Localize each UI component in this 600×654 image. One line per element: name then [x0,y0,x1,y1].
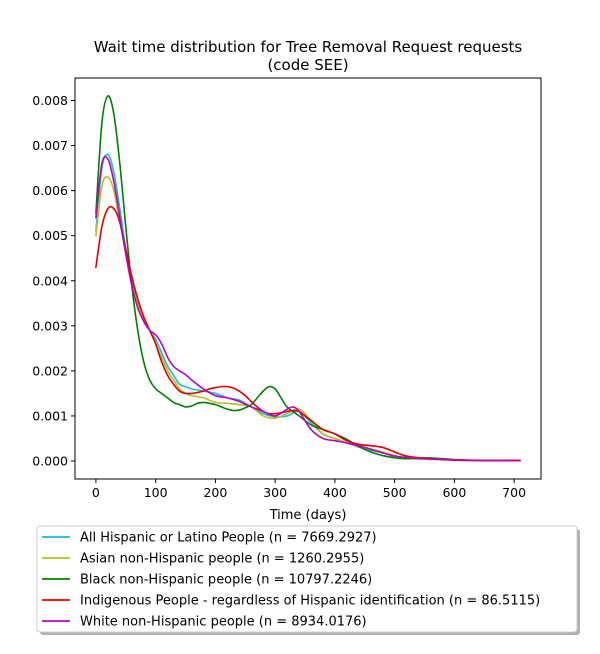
x-tick-label: 700 [502,485,526,500]
legend-label: Black non-Hispanic people (n = 10797.224… [80,573,372,588]
y-tick-label: 0.004 [32,273,68,288]
y-tick-label: 0.007 [32,138,68,153]
legend-box [36,525,578,633]
series-line-4 [95,155,521,462]
x-tick-label: 100 [144,485,168,500]
x-tick-label: 0 [92,485,100,500]
y-tick-label: 0.008 [32,93,68,108]
legend-label: All Hispanic or Latino People (n = 7669.… [80,531,377,546]
series-line-3 [95,205,521,462]
x-tick-label: 600 [442,485,466,500]
y-tick-label: 0.003 [32,318,68,333]
series-line-0 [95,153,521,462]
y-tick-label: 0.002 [32,363,68,378]
y-tick-label: 0.001 [32,408,68,423]
x-tick-label: 400 [323,485,347,500]
y-axis: 0.000 0.001 0.002 0.003 0.004 0.005 0.006 0.007… [32,93,75,468]
y-tick-label: 0.005 [32,228,68,243]
plot-area-frame [74,77,542,480]
y-tick-label: 0.006 [32,183,68,198]
legend: All Hispanic or Latino People (n = 7669.… [36,525,580,635]
series-line-2 [95,95,521,462]
x-tick-label: 200 [203,485,227,500]
x-tick-label: 300 [263,485,287,500]
chart-title-line-2: (code SEE) [267,56,348,74]
chart-title-line-1: Wait time distribution for Tree Removal … [94,38,523,56]
legend-label: Asian non-Hispanic people (n = 1260.2955… [80,552,364,567]
y-tick-label: 0.000 [32,453,68,468]
x-axis: 0 100 200 300 400 500 600 700 [92,479,526,500]
x-axis-label: Time (days) [269,508,347,523]
plot-lines [95,95,521,462]
x-tick-label: 500 [383,485,407,500]
legend-label: White non-Hispanic people (n = 8934.0176… [80,615,367,630]
legend-label: Indigenous People - regardless of Hispan… [80,594,540,609]
